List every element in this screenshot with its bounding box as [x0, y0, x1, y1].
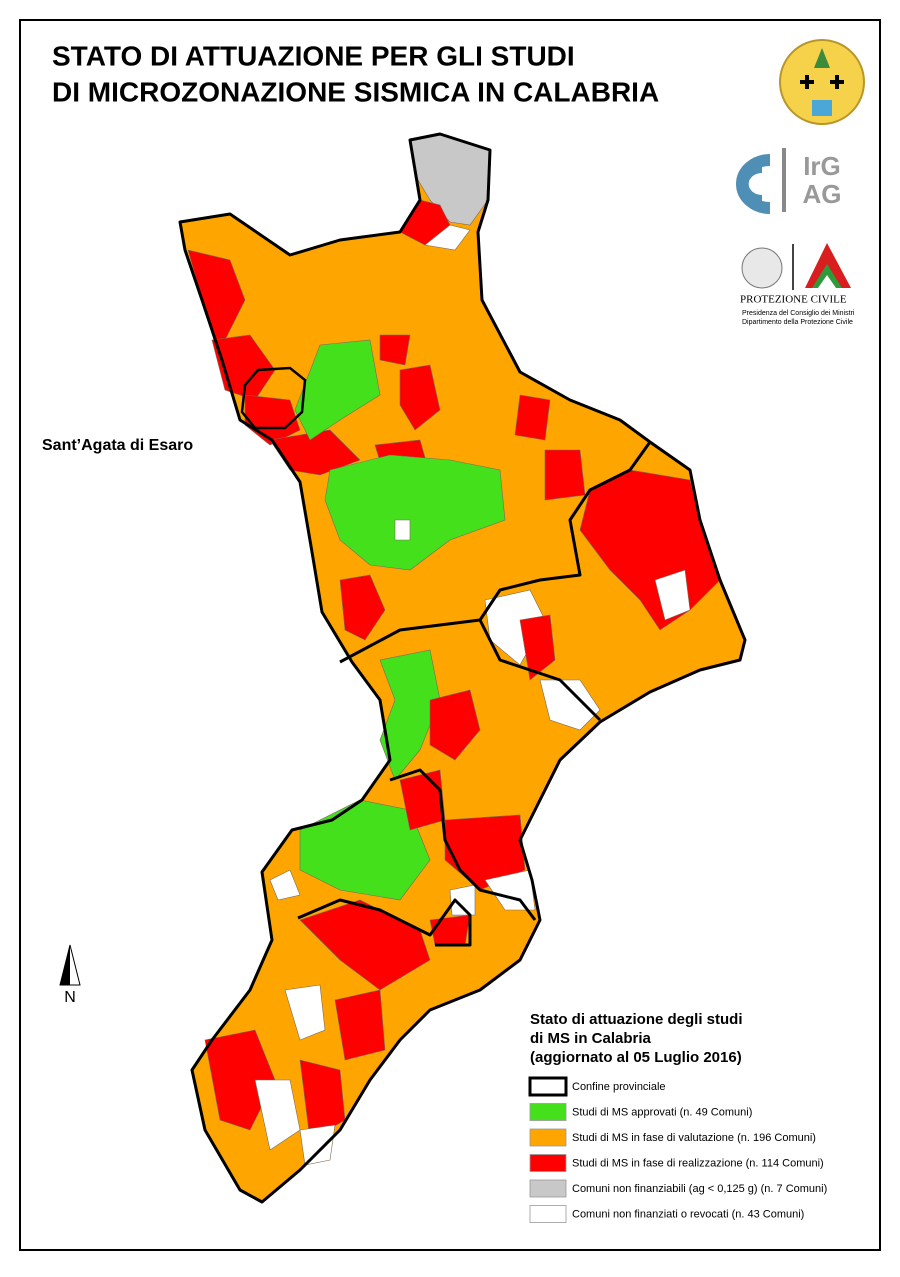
legend-swatch	[529, 1128, 567, 1147]
region-logo	[779, 39, 865, 125]
pc-name: PROTEZIONE CIVILE	[740, 294, 847, 306]
legend-swatch	[529, 1205, 567, 1223]
legend-label: Comuni non finanziati o revocati (n. 43 …	[572, 1208, 804, 1220]
legend-label: Studi di MS in fase di realizzazione (n.…	[572, 1157, 824, 1169]
calabria-map	[178, 132, 747, 1204]
legend-swatch	[529, 1103, 567, 1121]
pc-line: Dipartimento della Protezione Civile	[742, 319, 853, 326]
igag-text: AG	[803, 179, 842, 209]
legend-title: (aggiornato al 05 Luglio 2016)	[530, 1049, 742, 1066]
map-label: Sant’Agata di Esaro	[42, 437, 193, 454]
legend-swatch	[529, 1154, 567, 1172]
legend-swatch	[528, 1076, 568, 1097]
north-label: N	[64, 989, 76, 1006]
legend-label: Studi di MS approvati (n. 49 Comuni)	[572, 1106, 752, 1118]
legend-label: Comuni non finanziabili (ag < 0,125 g) (…	[572, 1183, 827, 1195]
protezione-civile-logo: PROTEZIONE CIVILE Presidenza del Consigl…	[740, 243, 855, 326]
legend-title: Stato di attuazione degli studi	[530, 1011, 743, 1028]
legend-title: di MS in Calabria	[530, 1030, 652, 1047]
legend-swatch	[529, 1179, 567, 1198]
igag-text: IrG	[803, 151, 841, 181]
legend-label: Confine provinciale	[572, 1081, 666, 1093]
pc-line: Presidenza del Consiglio dei Ministri	[742, 310, 855, 317]
title-line: DI MICROZONAZIONE SISMICA IN CALABRIA	[52, 76, 659, 107]
legend-label: Studi di MS in fase di valutazione (n. 1…	[572, 1132, 816, 1144]
legend: Stato di attuazione degli studi di MS in…	[528, 1011, 827, 1223]
north-arrow: N	[59, 944, 81, 1006]
cnr-logo: IrG AG	[736, 148, 842, 214]
title-line: STATO DI ATTUAZIONE PER GLI STUDI	[52, 40, 575, 71]
